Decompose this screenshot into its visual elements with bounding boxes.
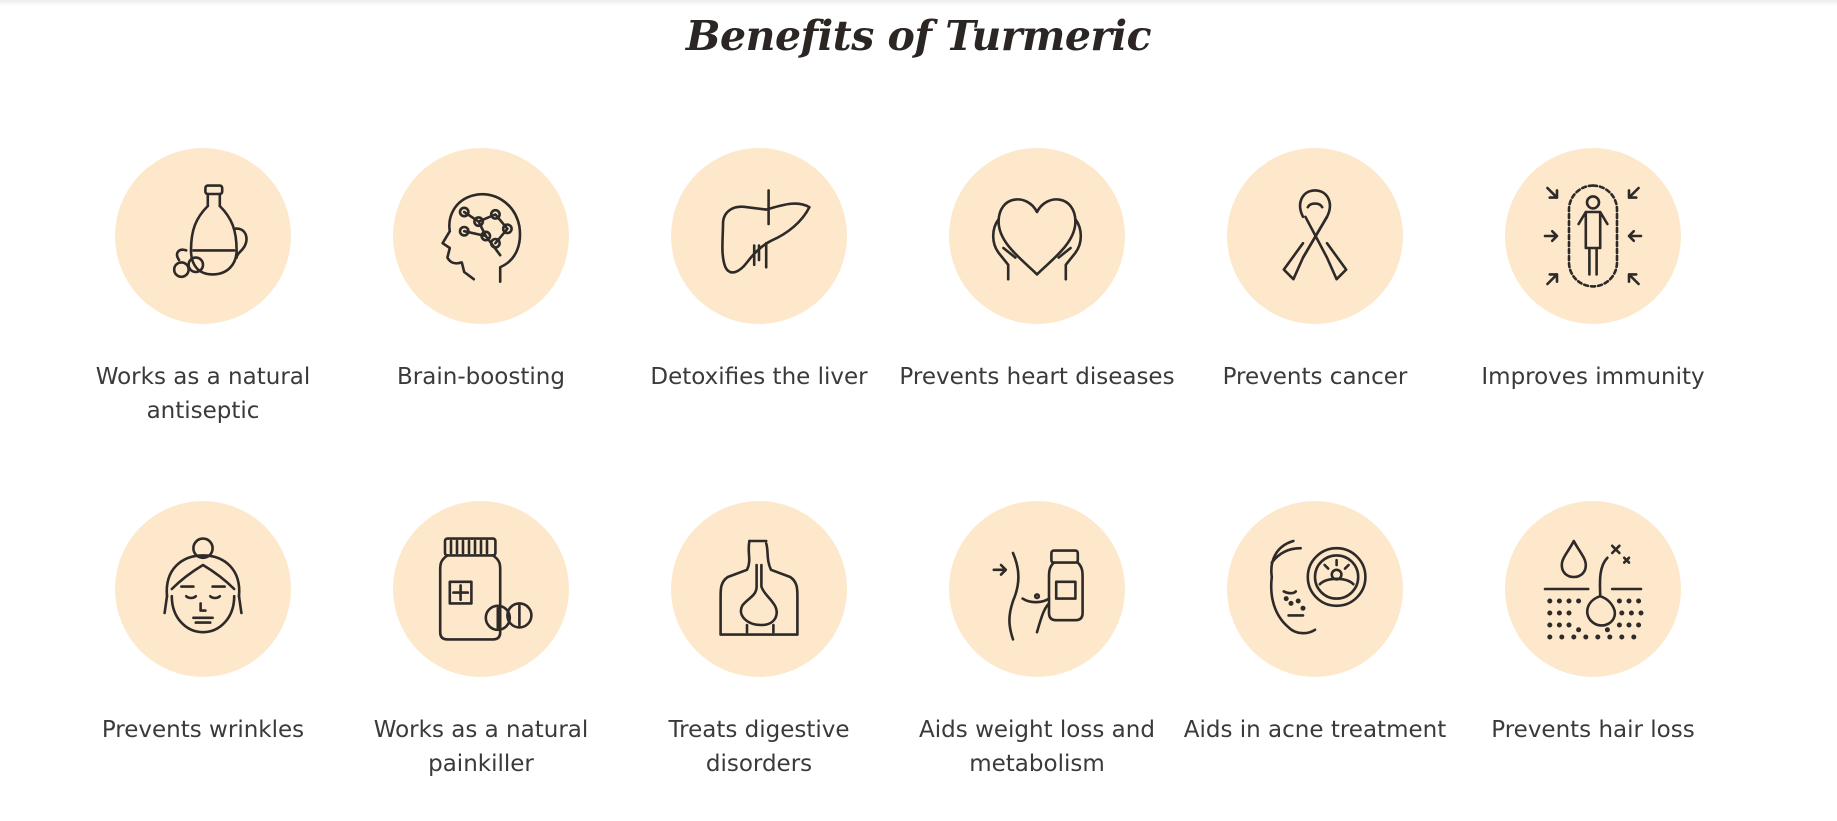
benefit-label: Prevents wrinkles xyxy=(101,717,305,743)
benefit-label: Prevents heart diseases xyxy=(899,364,1175,390)
icon-circle xyxy=(949,501,1125,677)
icon-circle xyxy=(1505,148,1681,324)
benefit-item-digestive: Treats digestive disorders xyxy=(619,501,899,821)
elderly-woman-icon xyxy=(143,529,263,649)
cancer-ribbon-icon xyxy=(1255,176,1375,296)
icon-circle xyxy=(393,501,569,677)
icon-circle xyxy=(1505,501,1681,677)
benefit-item-immunity: Improves immunity xyxy=(1453,148,1733,468)
oil-bottle-icon xyxy=(143,176,263,296)
hair-follicle-icon xyxy=(1533,529,1653,649)
page-title: Benefits of Turmeric xyxy=(685,12,1152,60)
benefit-item-acne: Aids in acne treatment xyxy=(1175,501,1455,821)
liver-icon xyxy=(699,176,819,296)
benefit-label: Prevents hair loss xyxy=(1491,717,1695,743)
icon-circle xyxy=(1227,148,1403,324)
benefit-label: Works as a natural antiseptic xyxy=(95,364,311,424)
benefit-item-heart: Prevents heart diseases xyxy=(897,148,1177,468)
benefit-label: Aids in acne treatment xyxy=(1183,717,1447,743)
benefit-item-wrinkles: Prevents wrinkles xyxy=(63,501,343,821)
benefit-label: Improves immunity xyxy=(1481,364,1705,390)
icon-circle xyxy=(1227,501,1403,677)
benefit-label: Works as a natural painkiller xyxy=(373,717,589,777)
top-edge xyxy=(0,0,1837,6)
benefit-item-brain: Brain-boosting xyxy=(341,148,621,468)
icon-circle xyxy=(115,148,291,324)
benefit-label: Detoxifies the liver xyxy=(650,364,868,390)
benefit-item-weight: Aids weight loss and metabolism xyxy=(897,501,1177,821)
benefit-item-hair: Prevents hair loss xyxy=(1453,501,1733,821)
pill-bottle-icon xyxy=(421,529,541,649)
benefit-item-cancer: Prevents cancer xyxy=(1175,148,1455,468)
immunity-shield-icon xyxy=(1533,176,1653,296)
brain-head-icon xyxy=(421,176,541,296)
benefit-label: Brain-boosting xyxy=(397,364,565,390)
icon-circle xyxy=(393,148,569,324)
benefit-item-painkiller: Works as a natural painkiller xyxy=(341,501,621,821)
icon-circle xyxy=(115,501,291,677)
benefit-label: Treats digestive disorders xyxy=(668,717,850,777)
digestive-system-icon xyxy=(699,529,819,649)
icon-circle xyxy=(671,148,847,324)
acne-magnifier-icon xyxy=(1255,529,1375,649)
weight-loss-icon xyxy=(977,529,1097,649)
benefit-item-liver: Detoxifies the liver xyxy=(619,148,899,468)
benefit-item-antiseptic: Works as a natural antiseptic xyxy=(63,148,343,468)
heart-hands-icon xyxy=(977,176,1097,296)
benefit-label: Aids weight loss and metabolism xyxy=(919,717,1155,777)
icon-circle xyxy=(949,148,1125,324)
benefit-label: Prevents cancer xyxy=(1222,364,1408,390)
icon-circle xyxy=(671,501,847,677)
